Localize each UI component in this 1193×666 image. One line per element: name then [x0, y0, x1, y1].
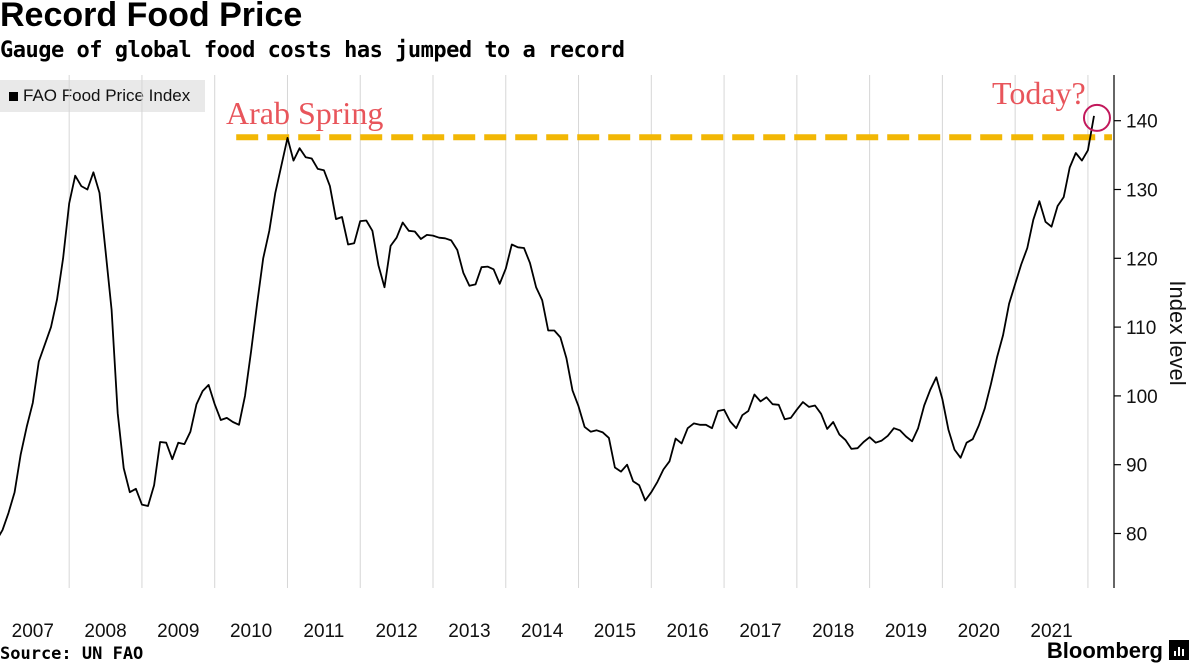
series-line	[0, 115, 1095, 537]
annotation-circle	[1082, 103, 1111, 132]
chart-title: Record Food Price	[0, 0, 303, 34]
x-tick-label: 2008	[84, 621, 126, 642]
x-tick-label: 2017	[739, 621, 781, 642]
brand-logo: Bloomberg	[1046, 638, 1163, 663]
y-tick-label: 100	[1126, 387, 1158, 408]
y-tick-label: 110	[1126, 318, 1156, 339]
y-axis-label: Index level	[1165, 280, 1190, 385]
source-note: Source: UN FAO	[0, 644, 144, 664]
y-tick-label: 90	[1126, 456, 1147, 477]
legend-swatch	[9, 91, 18, 101]
x-tick-label: 2021	[1030, 621, 1072, 642]
legend: FAO Food Price Index	[0, 80, 205, 112]
reference-line-label: Arab Spring	[226, 95, 383, 131]
annotation-label: Today?	[992, 75, 1086, 111]
x-tick-label: 2018	[812, 621, 854, 642]
y-tick-label: 140	[1126, 112, 1158, 133]
x-tick-label: 2020	[958, 621, 1000, 642]
x-tick-label: 2009	[157, 621, 199, 642]
y-tick-label: 80	[1126, 525, 1147, 546]
legend-label: FAO Food Price Index	[23, 86, 191, 105]
x-tick-label: 2011	[303, 621, 344, 642]
x-tick-label: 2016	[667, 621, 709, 642]
bloomberg-terminal-icon	[1169, 640, 1189, 660]
x-tick-label: 2015	[594, 621, 636, 642]
x-tick-label: 2007	[12, 621, 54, 642]
x-tick-label: 2012	[375, 621, 417, 642]
y-tick-label: 120	[1126, 249, 1158, 270]
x-tick-label: 2014	[521, 621, 564, 642]
chart-subtitle: Gauge of global food costs has jumped to…	[0, 38, 625, 63]
x-tick-label: 2019	[885, 621, 927, 642]
x-tick-label: 2010	[230, 621, 272, 642]
y-tick-label: 130	[1126, 181, 1158, 202]
x-tick-label: 2013	[448, 621, 490, 642]
